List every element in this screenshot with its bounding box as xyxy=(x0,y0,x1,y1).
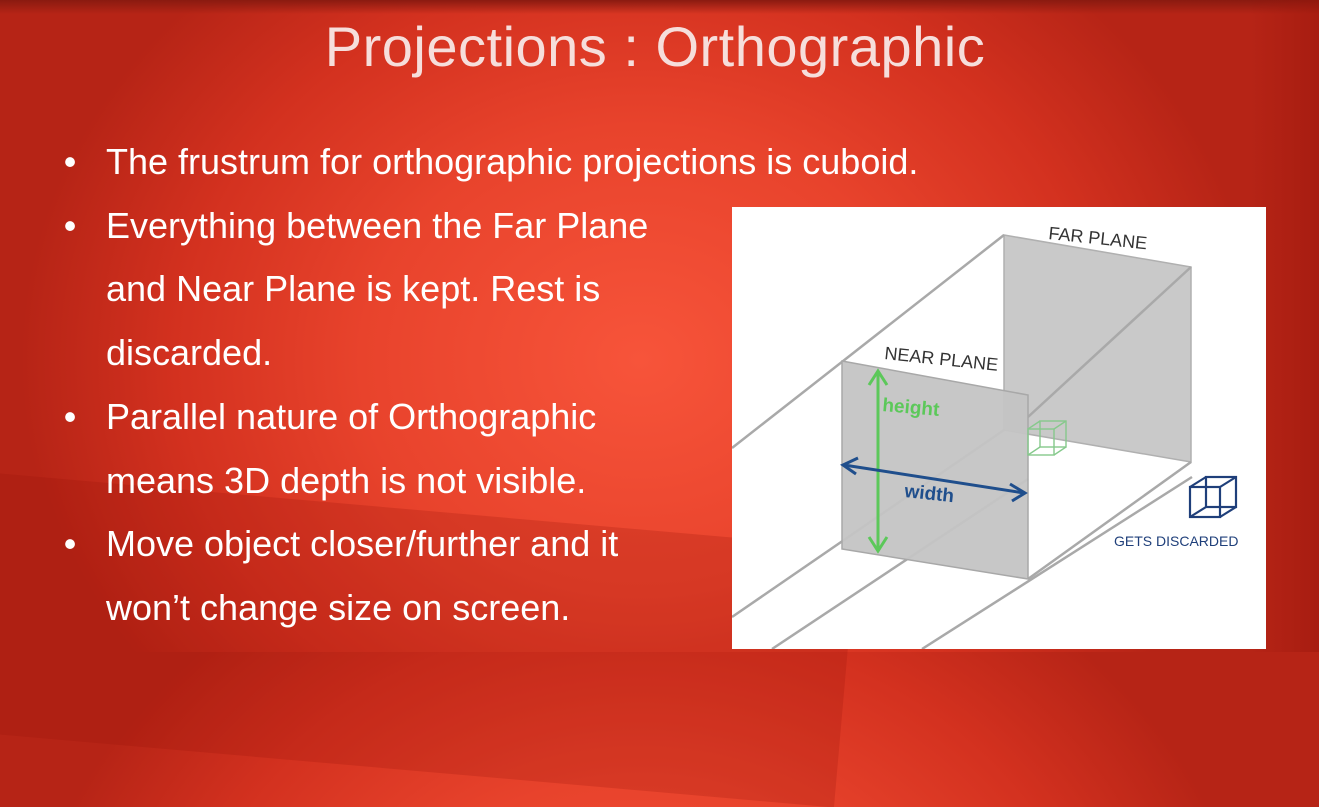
bullet-dot: • xyxy=(63,523,77,565)
edge-bottom-right xyxy=(1027,460,1192,581)
slide-title: Projections : Orthographic xyxy=(324,15,986,78)
top-shade xyxy=(0,0,1319,14)
bullet-text: Everything between the Far Plane and Nea… xyxy=(106,204,649,374)
discarded-cube xyxy=(1188,475,1238,519)
bullet-item: • Move object closer/further and it won’… xyxy=(60,512,706,639)
kept-cube xyxy=(1027,420,1067,456)
bullet-dot: • xyxy=(63,141,77,182)
bullet-list: • The frustrum for orthographic projecti… xyxy=(60,130,1000,640)
near-plane xyxy=(841,360,1029,580)
orthographic-frustum-diagram: FAR PLANE NEAR PLANE height width GETS D… xyxy=(732,207,1266,649)
bullet-dot: • xyxy=(63,204,77,246)
bullet-text: Move object closer/further and it won’t … xyxy=(106,523,619,628)
edge-top-left xyxy=(732,234,1005,449)
height-arrow xyxy=(867,368,889,554)
bullet-item: • The frustrum for orthographic projecti… xyxy=(60,130,1000,194)
bullet-text: The frustrum for orthographic projection… xyxy=(106,141,919,182)
bullet-dot: • xyxy=(63,395,77,437)
discarded-label: GETS DISCARDED xyxy=(1114,533,1238,549)
bullet-text: Parallel nature of Orthographic means 3D… xyxy=(106,395,597,501)
width-arrow xyxy=(839,456,1028,503)
bullet-item: • Everything between the Far Plane and N… xyxy=(60,194,706,385)
diagram-svg: FAR PLANE NEAR PLANE height width GETS D… xyxy=(732,223,1238,649)
height-label: height xyxy=(882,395,941,421)
bullet-item: • Parallel nature of Orthographic means … xyxy=(60,385,706,512)
edge-floor-front xyxy=(921,475,1193,649)
edge-top-right xyxy=(1027,266,1192,418)
far-plane xyxy=(1003,234,1192,463)
near-plane-label: NEAR PLANE xyxy=(884,343,1000,375)
